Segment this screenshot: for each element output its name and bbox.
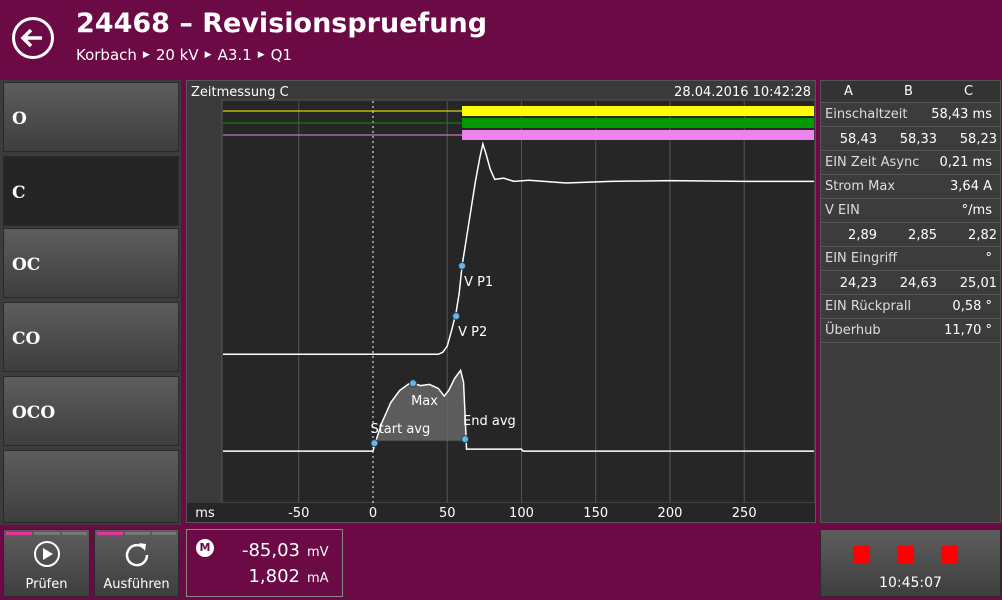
- table-row: Strom Max 3,64 A: [821, 176, 1000, 199]
- row-label: EIN Eingriff: [825, 251, 898, 266]
- cell: 2,85: [908, 228, 937, 243]
- play-icon: [6, 532, 87, 567]
- table-row: Einschaltzeit 58,43 ms: [821, 104, 1000, 127]
- row-label: EIN Rückprall: [825, 299, 912, 314]
- row-label: Einschaltzeit: [825, 107, 908, 122]
- column-header: A: [844, 84, 853, 99]
- channel-bar: [462, 106, 814, 116]
- mode-button[interactable]: OC: [3, 228, 179, 298]
- title: 24468 – Revisionspruefung: [76, 8, 488, 39]
- ausfuehren-button[interactable]: Ausführen: [94, 529, 179, 597]
- channel-bar: [462, 118, 814, 128]
- mode-button[interactable]: OCO: [3, 376, 179, 446]
- cell: 58,33: [899, 132, 937, 147]
- marker-label: Start avg: [370, 422, 430, 437]
- table-row: 2,89 2,85 2,82: [821, 224, 1000, 247]
- series-line: [223, 141, 814, 356]
- crumb[interactable]: Korbach: [76, 46, 137, 64]
- button-label: Ausführen: [103, 577, 170, 592]
- chart-title: Zeitmessung C: [191, 85, 289, 100]
- table-header: A B C: [821, 81, 1000, 103]
- x-tick-label: 200: [658, 506, 683, 521]
- pruefen-button[interactable]: Prüfen: [3, 529, 90, 597]
- timestamp: 28.04.2016 10:42:28: [674, 85, 811, 100]
- button-label: Prüfen: [25, 577, 68, 592]
- marker-label: V P1: [464, 275, 493, 290]
- cell: 2,82: [968, 228, 997, 243]
- x-tick-label: 100: [509, 506, 534, 521]
- row-value: 58,43 ms: [931, 107, 992, 122]
- mode-list: O C OC CO OCO: [0, 80, 181, 525]
- area-fill: [375, 370, 466, 441]
- table-row: Überhub 11,70 °: [821, 320, 1000, 343]
- table-row: V EIN °/ms: [821, 200, 1000, 223]
- series-line: [223, 368, 814, 452]
- row-label: V EIN: [825, 203, 860, 218]
- cell: 58,43: [839, 132, 877, 147]
- cell: 24,23: [839, 276, 877, 291]
- column-header: C: [964, 84, 974, 99]
- table-row: 24,23 24,63 25,01: [821, 272, 1000, 295]
- x-tick-label: 50: [439, 506, 456, 521]
- row-value: °: [985, 251, 993, 266]
- marker: [458, 261, 467, 270]
- crumb[interactable]: A3.1: [217, 46, 252, 64]
- results-table: A B C Einschaltzeit 58,43 ms 58,43 58,33 58,23 E…: [820, 80, 1001, 523]
- back-button[interactable]: [11, 16, 55, 60]
- crumb[interactable]: Q1: [270, 46, 292, 64]
- row-value: °/ms: [961, 203, 992, 218]
- row-label: Strom Max: [825, 179, 896, 194]
- marker: [370, 439, 379, 448]
- x-tick-label: -50: [288, 506, 309, 521]
- mode-button[interactable]: O: [3, 82, 179, 152]
- cell: 25,01: [959, 276, 997, 291]
- table-row: 58,43 58,33 58,23: [821, 128, 1000, 151]
- cell: 2,89: [848, 228, 877, 243]
- x-tick-label: 0: [369, 506, 377, 521]
- chart: Zeitmessung C 28.04.2016 10:42:28 ms -50…: [187, 81, 816, 522]
- chart-panel: Zeitmessung C 28.04.2016 10:42:28 ms -50…: [186, 80, 816, 523]
- crumb[interactable]: 20 kV: [155, 46, 199, 64]
- row-value: 0,58 °: [952, 299, 992, 314]
- marker-label: Max: [411, 394, 438, 409]
- meas-unit: mA: [307, 571, 329, 586]
- meas-value: -85,03: [241, 540, 300, 561]
- x-axis-unit: ms: [195, 506, 215, 521]
- refresh-icon: [97, 532, 176, 567]
- row-value: 11,70 °: [944, 323, 992, 338]
- table-row: EIN Eingriff °: [821, 248, 1000, 271]
- table-row: EIN Zeit Async 0,21 ms: [821, 152, 1000, 175]
- marker: [409, 379, 418, 388]
- x-tick-label: 250: [732, 506, 757, 521]
- row-value: 0,21 ms: [939, 155, 992, 170]
- status-lights: [853, 546, 958, 563]
- meas-value: 1,802: [248, 566, 300, 587]
- row-value: 3,64 A: [950, 179, 992, 194]
- row-label: EIN Zeit Async: [825, 155, 920, 170]
- marker: [461, 435, 470, 444]
- marker-label: V P2: [458, 325, 487, 340]
- table-row: EIN Rückprall 0,58 °: [821, 296, 1000, 319]
- mode-button[interactable]: C: [3, 156, 179, 226]
- column-header: B: [904, 84, 913, 99]
- badge: M: [196, 539, 214, 557]
- row-label: Überhub: [825, 323, 881, 338]
- meas-unit: mV: [307, 545, 329, 560]
- channel-bar: [462, 130, 814, 140]
- cell: 24,63: [899, 276, 937, 291]
- status-panel: 10:45:07: [820, 529, 1001, 597]
- mode-button: [3, 450, 179, 523]
- marker: [452, 312, 461, 321]
- cell: 58,23: [959, 132, 997, 147]
- marker-label: End avg: [463, 414, 516, 429]
- status-time: 10:45:07: [879, 575, 942, 591]
- mode-button[interactable]: CO: [3, 302, 179, 372]
- x-tick-label: 150: [583, 506, 608, 521]
- breadcrumb: Korbach ▶ 20 kV ▶ A3.1 ▶ Q1: [76, 46, 292, 64]
- measurement: M -85,03 mV 1,802 mA: [186, 529, 343, 597]
